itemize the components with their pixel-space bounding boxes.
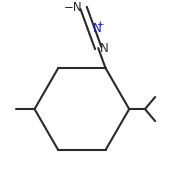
Text: N: N [100, 42, 108, 55]
Text: +: + [96, 20, 104, 29]
Text: −N: −N [64, 1, 83, 14]
Text: N: N [92, 22, 101, 35]
